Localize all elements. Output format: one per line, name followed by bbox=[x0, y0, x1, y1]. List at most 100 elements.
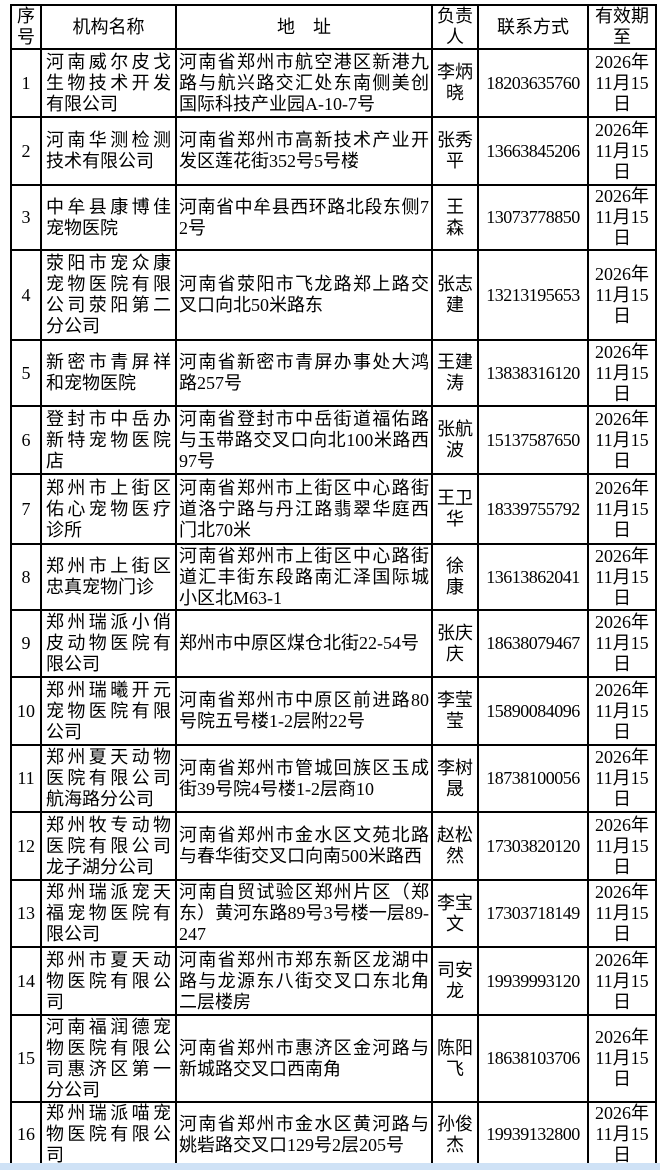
cell-person-in-charge: 张志建 bbox=[431, 249, 479, 341]
cell-serial-number: 4 bbox=[10, 249, 42, 341]
table-row: 2 河南华测检测技术有限公司 河南省郑州市高新技术产业开发区莲花街352号5号楼… bbox=[10, 116, 657, 186]
col-header-institution-name: 机构名称 bbox=[40, 4, 177, 50]
cell-phone: 17303718149 bbox=[477, 879, 589, 948]
col-header-person-in-charge: 负责人 bbox=[431, 4, 479, 50]
cell-phone: 13613862041 bbox=[477, 543, 589, 611]
cell-address: 河南省荥阳市飞龙路郑上路交叉口向北50米路东 bbox=[175, 249, 433, 341]
cell-serial-number: 7 bbox=[10, 473, 42, 545]
table-row: 13 郑州瑞派宠天福宠物医院有限公司 河南自贸试验区郑州片区（郑东）黄河东路89… bbox=[10, 879, 657, 948]
cell-person-in-charge: 孙俊杰 bbox=[431, 1101, 479, 1168]
cell-phone: 13838316120 bbox=[477, 339, 589, 407]
cell-address: 河南省郑州市上街区中心路街道汇丰街东段路南汇泽国际城小区北M63-1 bbox=[175, 543, 433, 611]
col-header-address: 地 址 bbox=[175, 4, 433, 50]
cell-valid-until: 2026年11月15日 bbox=[587, 116, 657, 186]
cell-person-in-charge: 王 森 bbox=[431, 184, 479, 251]
cell-person-in-charge: 王建涛 bbox=[431, 339, 479, 407]
cell-valid-until: 2026年11月15日 bbox=[587, 1101, 657, 1168]
cell-institution-name: 郑州夏天动物医院有限公司航海路分公司 bbox=[40, 744, 177, 813]
cell-address: 河南省郑州市上街区中心路街道洛宁路与丹江路翡翠华庭西门北70米 bbox=[175, 473, 433, 545]
cell-person-in-charge: 李莹莹 bbox=[431, 676, 479, 746]
cell-serial-number: 14 bbox=[10, 946, 42, 1016]
table-row: 11 郑州夏天动物医院有限公司航海路分公司 河南省郑州市管城回族区玉成街39号院… bbox=[10, 744, 657, 813]
table-row: 1 河南威尔皮戈生物技术开发有限公司 河南省郑州市航空港区新港九路与航兴路交汇处… bbox=[10, 48, 657, 118]
cell-institution-name: 郑州市上街区忠真宠物门诊 bbox=[40, 543, 177, 611]
cell-person-in-charge: 李宝文 bbox=[431, 879, 479, 948]
table-body: 1 河南威尔皮戈生物技术开发有限公司 河南省郑州市航空港区新港九路与航兴路交汇处… bbox=[10, 48, 657, 1170]
cell-institution-name: 郑州牧专动物医院有限公司龙子湖分公司 bbox=[40, 811, 177, 881]
cell-valid-until: 2026年11月15日 bbox=[587, 339, 657, 407]
cell-phone: 18339755792 bbox=[477, 473, 589, 545]
cell-valid-until: 2026年11月15日 bbox=[587, 473, 657, 545]
cell-serial-number: 6 bbox=[10, 405, 42, 475]
cell-serial-number: 1 bbox=[10, 48, 42, 118]
cell-person-in-charge: 王卫华 bbox=[431, 473, 479, 545]
cell-phone: 18203635760 bbox=[477, 48, 589, 118]
table-row: 15 河南福润德宠物医院有限公司惠济区第一分公司 河南省郑州市惠济区金河路与新城… bbox=[10, 1014, 657, 1103]
cell-serial-number: 13 bbox=[10, 879, 42, 948]
cell-person-in-charge: 李树晟 bbox=[431, 744, 479, 813]
cell-institution-name: 郑州市上街区佑心宠物医疗诊所 bbox=[40, 473, 177, 545]
cell-serial-number: 12 bbox=[10, 811, 42, 881]
cell-person-in-charge: 司安龙 bbox=[431, 946, 479, 1016]
col-header-serial-number: 序号 bbox=[10, 4, 42, 50]
table-row: 7 郑州市上街区佑心宠物医疗诊所 河南省郑州市上街区中心路街道洛宁路与丹江路翡翠… bbox=[10, 473, 657, 545]
cell-valid-until: 2026年11月15日 bbox=[587, 946, 657, 1016]
cell-address: 河南省郑州市高新技术产业开发区莲花街352号5号楼 bbox=[175, 116, 433, 186]
cell-institution-name: 荥阳市宠众康宠物医院有限公司荥阳第二分公司 bbox=[40, 249, 177, 341]
table-row: 5 新密市青屏祥和宠物医院 河南省新密市青屏办事处大鸿路257号 王建涛 138… bbox=[10, 339, 657, 407]
table-row: 8 郑州市上街区忠真宠物门诊 河南省郑州市上街区中心路街道汇丰街东段路南汇泽国际… bbox=[10, 543, 657, 611]
cell-phone: 13213195653 bbox=[477, 249, 589, 341]
table-row: 3 中牟县康博佳宠物医院 河南省中牟县西环路北段东侧72号 王 森 130737… bbox=[10, 184, 657, 251]
cell-valid-until: 2026年11月15日 bbox=[587, 676, 657, 746]
cell-phone: 18738100056 bbox=[477, 744, 589, 813]
cell-address: 河南省登封市中岳街道福佑路与玉带路交叉口向北100米路西97号 bbox=[175, 405, 433, 475]
cell-serial-number: 2 bbox=[10, 116, 42, 186]
cell-institution-name: 郑州瑞派喵宠物医院有限公司 bbox=[40, 1101, 177, 1168]
cell-address: 河南省郑州市金水区黄河路与姚砦路交叉口129号2层205号 bbox=[175, 1101, 433, 1168]
cell-phone: 17303820120 bbox=[477, 811, 589, 881]
cell-valid-until: 2026年11月15日 bbox=[587, 48, 657, 118]
cell-institution-name: 郑州瑞派小俏皮动物医院有限公司 bbox=[40, 609, 177, 678]
cell-person-in-charge: 张秀平 bbox=[431, 116, 479, 186]
cell-institution-name: 中牟县康博佳宠物医院 bbox=[40, 184, 177, 251]
cell-serial-number: 5 bbox=[10, 339, 42, 407]
cell-institution-name: 登封市中岳办新特宠物医院店 bbox=[40, 405, 177, 475]
table-row: 10 郑州瑞曦开元宠物医院有限公司 河南省郑州市中原区前进路80号院五号楼1-2… bbox=[10, 676, 657, 746]
cell-address: 河南省郑州市郑东新区龙湖中路与龙源东八街交叉口东北角二层楼房 bbox=[175, 946, 433, 1016]
cell-address: 郑州市中原区煤仓北街22-54号 bbox=[175, 609, 433, 678]
cell-serial-number: 10 bbox=[10, 676, 42, 746]
table-row: 4 荥阳市宠众康宠物医院有限公司荥阳第二分公司 河南省荥阳市飞龙路郑上路交叉口向… bbox=[10, 249, 657, 341]
cell-person-in-charge: 李炳晓 bbox=[431, 48, 479, 118]
cell-institution-name: 新密市青屏祥和宠物医院 bbox=[40, 339, 177, 407]
table-row: 14 郑州市夏天动物医院有限公司 河南省郑州市郑东新区龙湖中路与龙源东八街交叉口… bbox=[10, 946, 657, 1016]
cell-phone: 13073778850 bbox=[477, 184, 589, 251]
cell-institution-name: 郑州市夏天动物医院有限公司 bbox=[40, 946, 177, 1016]
cell-phone: 15890084096 bbox=[477, 676, 589, 746]
cell-institution-name: 河南福润德宠物医院有限公司惠济区第一分公司 bbox=[40, 1014, 177, 1103]
cell-phone: 18638103706 bbox=[477, 1014, 589, 1103]
col-header-valid-until: 有效期至 bbox=[587, 4, 657, 50]
cell-person-in-charge: 赵松然 bbox=[431, 811, 479, 881]
cell-institution-name: 郑州瑞派宠天福宠物医院有限公司 bbox=[40, 879, 177, 948]
cell-valid-until: 2026年11月15日 bbox=[587, 609, 657, 678]
table-row: 6 登封市中岳办新特宠物医院店 河南省登封市中岳街道福佑路与玉带路交叉口向北10… bbox=[10, 405, 657, 475]
cell-address: 河南省郑州市金水区文苑北路与春华街交叉口向南500米路西 bbox=[175, 811, 433, 881]
bottom-highlight-strip bbox=[0, 1163, 660, 1170]
cell-person-in-charge: 徐 康 bbox=[431, 543, 479, 611]
cell-address: 河南省郑州市航空港区新港九路与航兴路交汇处东南侧美创国际科技产业园A-10-7号 bbox=[175, 48, 433, 118]
cell-serial-number: 15 bbox=[10, 1014, 42, 1103]
header-row: 序号 机构名称 地 址 负责人 联系方式 有效期至 bbox=[10, 4, 657, 50]
cell-person-in-charge: 张庆庆 bbox=[431, 609, 479, 678]
cell-valid-until: 2026年11月15日 bbox=[587, 249, 657, 341]
cell-address: 河南省郑州市中原区前进路80号院五号楼1-2层附22号 bbox=[175, 676, 433, 746]
cell-serial-number: 3 bbox=[10, 184, 42, 251]
cell-serial-number: 8 bbox=[10, 543, 42, 611]
cell-valid-until: 2026年11月15日 bbox=[587, 811, 657, 881]
cell-phone: 13663845206 bbox=[477, 116, 589, 186]
col-header-contact: 联系方式 bbox=[477, 4, 589, 50]
cell-person-in-charge: 陈阳飞 bbox=[431, 1014, 479, 1103]
cell-valid-until: 2026年11月15日 bbox=[587, 543, 657, 611]
cell-person-in-charge: 张航波 bbox=[431, 405, 479, 475]
cell-valid-until: 2026年11月15日 bbox=[587, 744, 657, 813]
cell-address: 河南自贸试验区郑州片区（郑东）黄河东路89号3号楼一层89-247 bbox=[175, 879, 433, 948]
